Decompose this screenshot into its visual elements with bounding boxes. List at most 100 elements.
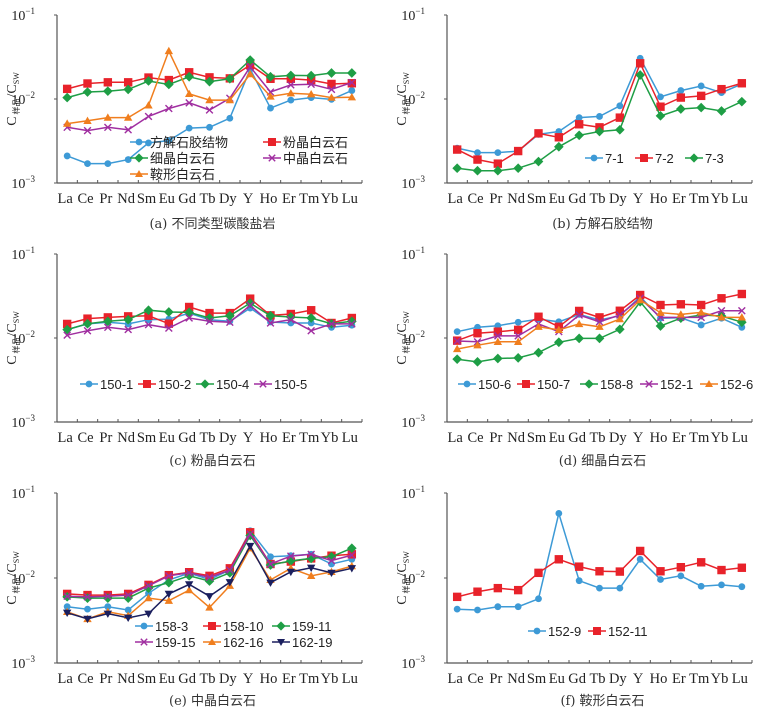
series-细晶白云石 xyxy=(62,55,357,103)
data-point-eu xyxy=(554,555,564,564)
data-point-dy xyxy=(615,124,625,135)
legend-item: 152-9 xyxy=(528,624,581,639)
data-point-y xyxy=(245,542,255,551)
data-point-tm xyxy=(697,582,705,590)
legend-marker xyxy=(689,153,699,163)
data-point-ce xyxy=(473,341,482,349)
legend-item: 7-1 xyxy=(585,151,624,166)
data-point-ce xyxy=(472,165,483,176)
data-point-pr xyxy=(103,323,112,332)
data-point-lu xyxy=(737,313,747,321)
data-point-ce xyxy=(84,605,91,613)
data-point-ce xyxy=(82,87,93,97)
data-point-gd xyxy=(184,71,194,82)
data-point-er xyxy=(286,315,295,324)
data-point-eu xyxy=(164,324,173,333)
x-tick-label-la: La xyxy=(58,191,74,207)
data-point-sm xyxy=(144,112,153,121)
x-tick-label-yb: Yb xyxy=(711,671,729,687)
legend-label: 7-1 xyxy=(605,151,624,166)
data-point-sm xyxy=(534,312,543,321)
data-point-tb xyxy=(205,317,214,326)
data-point-sm xyxy=(143,305,154,316)
legend-label: 158-10 xyxy=(223,619,263,634)
x-tick-label-gd: Gd xyxy=(178,191,196,207)
data-point-lu xyxy=(737,96,747,107)
data-point-la xyxy=(62,609,72,617)
data-point-sm xyxy=(533,347,544,358)
data-point-pr xyxy=(494,322,502,330)
data-point-pr xyxy=(494,603,502,611)
data-point-tm xyxy=(697,82,705,90)
data-point-yb xyxy=(327,569,336,578)
x-tick-label-tb: Tb xyxy=(199,191,215,207)
x-tick-label-tm: Tm xyxy=(299,191,320,207)
x-tick-label-ho: Ho xyxy=(260,191,278,207)
data-point-tb xyxy=(205,573,214,582)
x-tick-label-la: La xyxy=(448,430,464,446)
data-point-tb xyxy=(594,333,605,344)
x-tick-label-y: Y xyxy=(243,191,254,207)
data-point-ho xyxy=(657,93,664,101)
x-tick-label-gd: Gd xyxy=(568,430,586,446)
chart-panel-c: 10−1 10−2 10−3 La Ce Pr Nd Sm Eu Gd Tb Dy Y Ho Er Tm Yb L… xyxy=(5,245,363,469)
data-point-gd xyxy=(184,581,194,589)
legend-label: 150-2 xyxy=(158,377,191,392)
data-point-yb xyxy=(717,565,726,575)
legend-item: 细晶白云石 xyxy=(130,151,215,167)
x-tick-label-nd: Nd xyxy=(117,671,135,687)
data-point-y xyxy=(245,55,255,65)
data-point-pr xyxy=(493,159,503,168)
y-axis-label: C样品/CSW xyxy=(395,72,411,126)
x-tick-label-tb: Tb xyxy=(589,191,605,207)
y-tick-label: 10−3 xyxy=(401,654,425,672)
x-tick-label-tm: Tm xyxy=(299,430,320,446)
legend: 7-1 7-2 7-3 xyxy=(585,151,724,166)
data-point-tm xyxy=(306,553,316,564)
x-tick-label-sm: Sm xyxy=(527,191,547,207)
data-point-la xyxy=(63,603,71,611)
data-point-dy xyxy=(616,102,624,110)
x-tick-label-y: Y xyxy=(633,671,644,687)
data-point-dy xyxy=(615,113,625,122)
data-point-er xyxy=(286,70,296,81)
data-point-tb xyxy=(596,113,603,120)
legend-item: 150-2 xyxy=(138,377,191,392)
data-point-lu xyxy=(737,289,747,299)
data-point-pr xyxy=(103,316,113,327)
data-point-sm xyxy=(534,322,543,330)
data-point-tb xyxy=(204,313,215,323)
y-tick-label: 10−3 xyxy=(401,174,425,192)
data-point-sm xyxy=(535,595,542,603)
data-point-ce xyxy=(83,326,92,335)
data-point-tm xyxy=(307,550,316,559)
data-point-la xyxy=(62,92,72,103)
data-point-sm xyxy=(144,101,153,109)
legend-label: 162-16 xyxy=(223,635,263,650)
panel-caption: (f) 鞍形白云石 xyxy=(560,693,644,709)
data-point-dy xyxy=(616,584,624,592)
chart-panel-b: 10−1 10−2 10−3 La Ce Pr Nd Sm Eu Gd Tb Dy Y Ho Er Tm Yb L… xyxy=(395,6,753,232)
series-158-10 xyxy=(62,528,357,600)
y-axis-label: C样品/CSW xyxy=(5,311,21,365)
data-point-tb xyxy=(205,106,214,114)
data-point-y xyxy=(636,555,644,563)
x-tick-label-eu: Eu xyxy=(549,191,565,207)
data-point-gd xyxy=(185,314,194,322)
legend-marker xyxy=(268,138,276,146)
x-tick-label-dy: Dy xyxy=(219,430,237,446)
legend-marker xyxy=(522,380,530,388)
legend-label: 鞍形白云石 xyxy=(150,167,215,183)
x-tick-label-tm: Tm xyxy=(689,430,710,446)
data-point-pr xyxy=(493,353,503,364)
data-point-tm xyxy=(307,326,316,335)
data-point-pr xyxy=(103,610,113,618)
data-point-y xyxy=(245,60,255,70)
y-axis-label: C样品/CSW xyxy=(5,72,21,126)
data-point-nd xyxy=(123,314,133,325)
x-tick-label-dy: Dy xyxy=(609,430,627,446)
data-point-lu xyxy=(738,583,746,591)
x-tick-label-la: La xyxy=(58,430,74,446)
data-point-pr xyxy=(493,327,503,336)
data-point-ce xyxy=(474,606,481,614)
